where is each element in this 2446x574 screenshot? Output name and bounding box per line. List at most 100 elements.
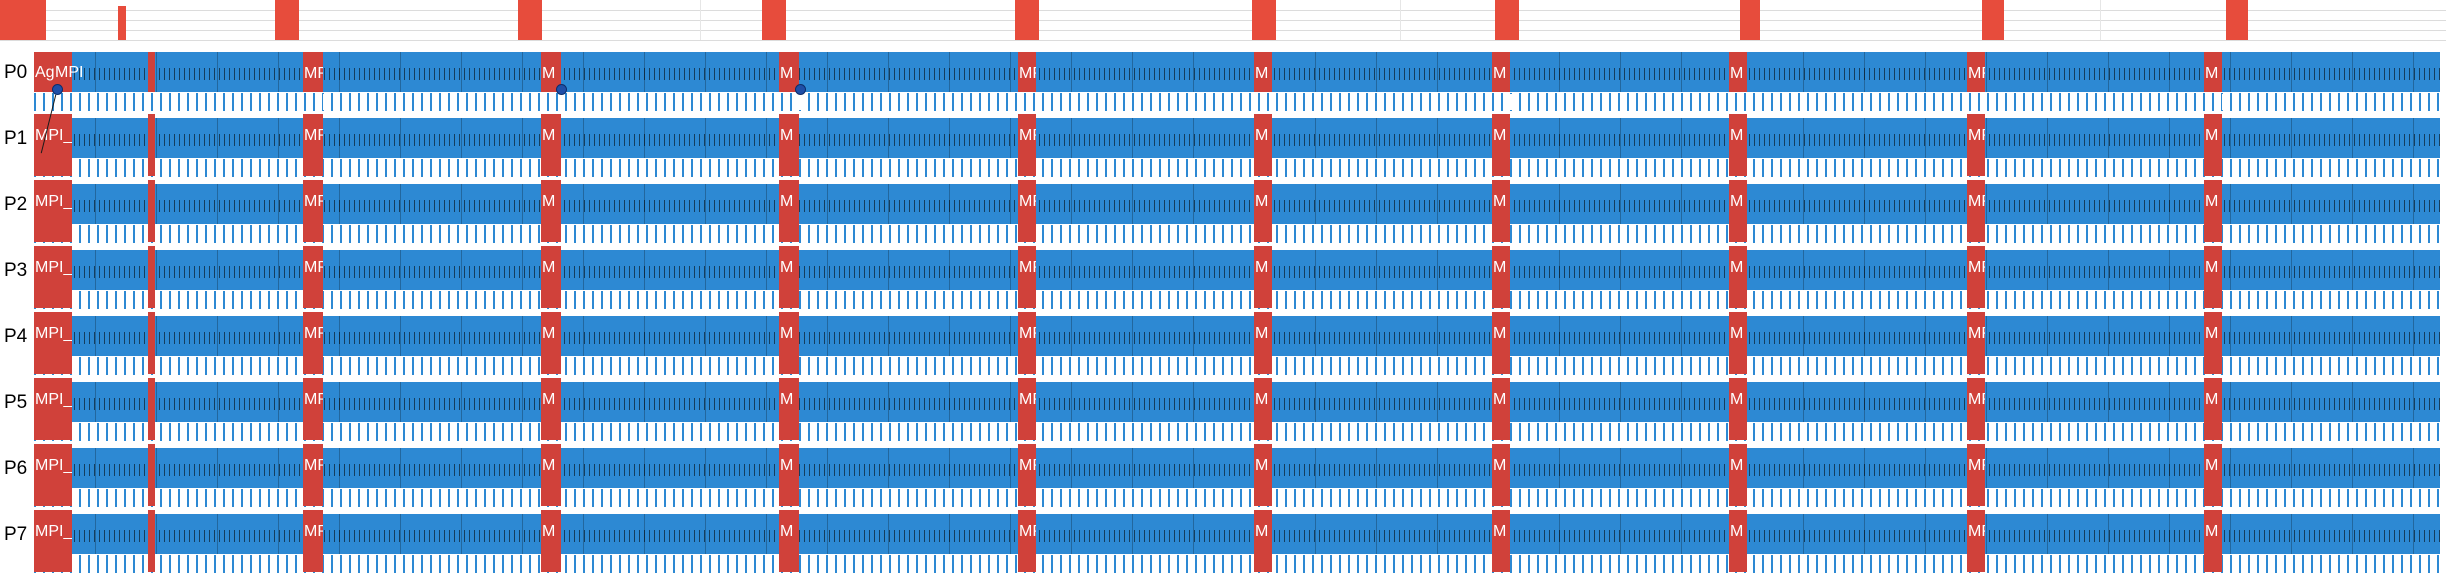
mpi-call-block[interactable]: MP — [303, 180, 323, 242]
mpi-call-block[interactable]: MPI_I — [34, 510, 72, 572]
mpi-call-block[interactable]: MP — [303, 510, 323, 572]
mpi-call-block[interactable]: M — [1254, 444, 1272, 506]
mpi-call-block[interactable]: MP — [303, 52, 323, 92]
mpi-call-block[interactable]: M — [2204, 114, 2222, 176]
mpi-call-block[interactable]: M — [2204, 378, 2222, 440]
header-mpi-event[interactable] — [1015, 0, 1039, 40]
mpi-call-block[interactable]: M — [2204, 444, 2222, 506]
timeline-overview[interactable] — [0, 0, 2446, 46]
mpi-call-block[interactable]: M — [2204, 312, 2222, 374]
mpi-call-block[interactable]: M — [541, 114, 561, 176]
mpi-call-block[interactable] — [148, 510, 155, 572]
mpi-call-block[interactable]: M — [779, 378, 799, 440]
mpi-call-block[interactable]: M — [1492, 180, 1510, 242]
mpi-call-block[interactable]: M — [1729, 444, 1747, 506]
mpi-call-block[interactable]: M — [541, 180, 561, 242]
mpi-call-block[interactable]: MP — [1967, 52, 1985, 92]
compute-lane[interactable] — [34, 52, 2440, 92]
mpi-call-block[interactable]: MP — [1967, 180, 1985, 242]
mpi-call-block[interactable]: M — [779, 312, 799, 374]
mpi-call-block[interactable]: M — [2204, 510, 2222, 572]
compute-lane[interactable] — [34, 382, 2440, 422]
compute-lane[interactable] — [34, 118, 2440, 158]
mpi-call-block[interactable]: MP — [303, 444, 323, 506]
mpi-call-block[interactable]: M — [779, 114, 799, 176]
compute-lane[interactable] — [34, 250, 2440, 290]
mpi-call-block[interactable]: M — [541, 510, 561, 572]
header-mpi-event[interactable] — [1982, 0, 2004, 40]
mpi-call-block[interactable]: MP — [1967, 114, 1985, 176]
mpi-call-block[interactable]: MPI_I — [34, 180, 72, 242]
mpi-call-block[interactable]: M — [1254, 378, 1272, 440]
header-mpi-event[interactable] — [762, 0, 786, 40]
mpi-call-block[interactable]: M — [2204, 246, 2222, 308]
mpi-call-block[interactable]: MP — [1967, 510, 1985, 572]
mpi-call-block[interactable]: M — [779, 510, 799, 572]
mpi-call-block[interactable] — [148, 312, 155, 374]
mpi-call-block[interactable] — [148, 246, 155, 308]
mpi-call-block[interactable]: MPI_I — [34, 444, 72, 506]
mpi-call-block[interactable]: M — [1492, 246, 1510, 308]
mpi-call-block[interactable]: M — [2204, 180, 2222, 242]
mpi-call-block[interactable]: MP — [303, 378, 323, 440]
mpi-call-block[interactable] — [148, 180, 155, 242]
mpi-call-block[interactable]: M — [1254, 246, 1272, 308]
mpi-call-block[interactable]: MP — [303, 246, 323, 308]
mpi-call-block[interactable]: M — [1254, 510, 1272, 572]
header-mpi-event[interactable] — [118, 6, 126, 40]
compute-lane[interactable] — [34, 448, 2440, 488]
mpi-call-block[interactable]: M — [1492, 378, 1510, 440]
mpi-call-block[interactable]: M — [541, 312, 561, 374]
mpi-call-block[interactable]: M — [1254, 312, 1272, 374]
trace-view[interactable]: P0MPMMMPMMMMPMAgMPIP1MPI_IMPMMMPMMMMPMP2… — [0, 46, 2446, 568]
mpi-call-block[interactable]: M — [779, 444, 799, 506]
mpi-call-block[interactable]: M — [1254, 114, 1272, 176]
mpi-call-block[interactable]: M — [1729, 246, 1747, 308]
mpi-call-block[interactable]: MPI_I — [34, 114, 72, 176]
mpi-call-block[interactable] — [148, 52, 155, 92]
mpi-call-block[interactable]: MP — [1018, 312, 1036, 374]
header-mpi-event[interactable] — [275, 0, 299, 40]
header-mpi-event[interactable] — [2226, 0, 2248, 40]
mpi-call-block[interactable]: M — [1729, 52, 1747, 92]
message-marker[interactable] — [795, 84, 806, 95]
mpi-call-block[interactable]: M — [779, 180, 799, 242]
mpi-call-block[interactable]: M — [1492, 312, 1510, 374]
mpi-call-block[interactable]: MP — [1967, 444, 1985, 506]
mpi-call-block[interactable]: MP — [303, 312, 323, 374]
mpi-call-block[interactable]: MP — [1967, 312, 1985, 374]
mpi-call-block[interactable]: MP — [1018, 52, 1036, 92]
mpi-call-block[interactable] — [148, 114, 155, 176]
mpi-call-block[interactable]: MP — [1967, 378, 1985, 440]
message-marker[interactable] — [52, 84, 63, 95]
mpi-call-block[interactable] — [148, 378, 155, 440]
mpi-call-block[interactable] — [148, 444, 155, 506]
mpi-call-block[interactable]: M — [1492, 114, 1510, 176]
mpi-call-block[interactable]: MP — [1018, 444, 1036, 506]
mpi-call-block[interactable]: M — [541, 378, 561, 440]
mpi-call-block[interactable]: MPI_I — [34, 378, 72, 440]
mpi-call-block[interactable]: M — [541, 246, 561, 308]
header-mpi-event[interactable] — [0, 0, 46, 40]
mpi-call-block[interactable]: MPI_I — [34, 312, 72, 374]
header-mpi-event[interactable] — [1252, 0, 1276, 40]
mpi-call-block[interactable]: M — [1729, 114, 1747, 176]
mpi-call-block[interactable]: M — [779, 246, 799, 308]
mpi-call-block[interactable]: M — [2204, 52, 2222, 92]
header-mpi-event[interactable] — [518, 0, 542, 40]
mpi-call-block[interactable]: M — [1492, 510, 1510, 572]
compute-lane[interactable] — [34, 514, 2440, 554]
mpi-call-block[interactable]: MP — [1018, 378, 1036, 440]
mpi-call-block[interactable]: MP — [1018, 180, 1036, 242]
mpi-call-block[interactable]: MP — [303, 114, 323, 176]
mpi-call-block[interactable]: M — [1492, 444, 1510, 506]
mpi-call-block[interactable]: M — [1729, 378, 1747, 440]
mpi-call-block[interactable]: M — [1492, 52, 1510, 92]
mpi-call-block[interactable]: M — [541, 444, 561, 506]
mpi-call-block[interactable]: M — [1729, 312, 1747, 374]
mpi-call-block[interactable]: M — [1254, 180, 1272, 242]
mpi-call-block[interactable]: MP — [1018, 510, 1036, 572]
mpi-call-block[interactable]: MP — [1967, 246, 1985, 308]
message-marker[interactable] — [556, 84, 567, 95]
mpi-call-block[interactable]: MP — [1018, 246, 1036, 308]
